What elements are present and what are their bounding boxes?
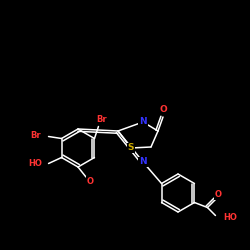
Text: O: O [215,190,222,199]
Text: N: N [139,158,147,166]
Text: O: O [159,106,167,114]
Text: HO: HO [29,159,42,168]
Text: HO: HO [224,213,237,222]
Text: Br: Br [30,131,40,140]
Text: Br: Br [96,115,107,124]
Text: O: O [86,176,94,186]
Text: S: S [128,144,134,152]
Text: N: N [139,118,147,126]
